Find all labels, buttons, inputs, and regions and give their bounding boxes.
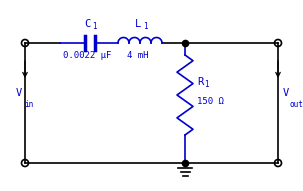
Text: 1: 1 <box>204 80 209 89</box>
Text: R: R <box>197 77 203 87</box>
Text: V: V <box>283 88 289 98</box>
Text: 150 Ω: 150 Ω <box>197 97 224 106</box>
Text: L: L <box>135 19 141 29</box>
Text: 4 mH: 4 mH <box>127 51 149 60</box>
Text: 1: 1 <box>92 22 97 31</box>
Text: 0.0022 µF: 0.0022 µF <box>63 51 111 60</box>
Text: in: in <box>24 100 33 109</box>
Text: 1: 1 <box>143 22 148 31</box>
Text: out: out <box>290 100 303 109</box>
Text: V: V <box>16 88 22 98</box>
Text: C: C <box>84 19 90 29</box>
